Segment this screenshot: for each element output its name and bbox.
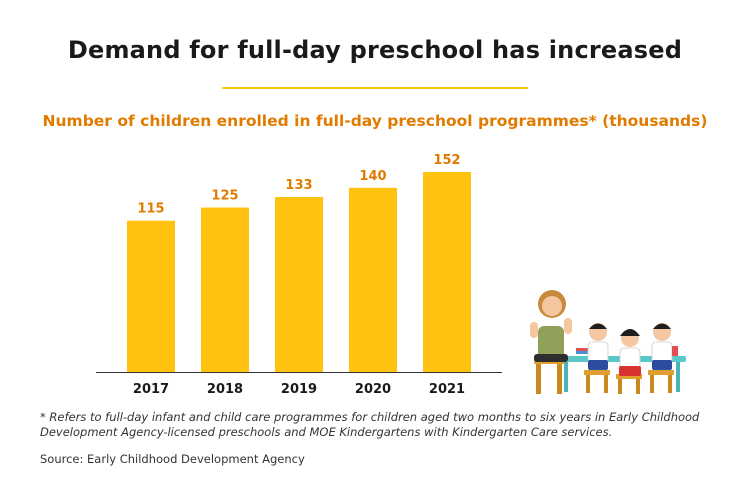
data-label-2021: 152 — [433, 153, 460, 168]
bar-2018 — [201, 207, 249, 372]
x-tick-label-2021: 2021 — [429, 382, 465, 397]
bar-2017 — [127, 220, 175, 372]
bar-2021 — [423, 172, 471, 372]
x-tick-label-2019: 2019 — [281, 382, 317, 397]
data-label-2017: 115 — [137, 202, 164, 217]
page-title: Demand for full-day preschool has increa… — [67, 36, 683, 64]
data-label-2020: 140 — [359, 169, 386, 184]
bar-2019 — [275, 197, 323, 372]
x-tick-label-2018: 2018 — [207, 382, 243, 397]
title-divider — [222, 87, 528, 89]
bar-chart: 115 2017 125 2018 133 2019 140 2020 152 2021 — [96, 153, 502, 397]
data-label-2018: 125 — [211, 189, 238, 204]
source-note: Source: Early Childhood Development Agen… — [40, 452, 305, 466]
teacher-children-illustration — [530, 290, 686, 394]
footnote: * Refers to full-day infant and child ca… — [40, 410, 700, 439]
chart-title: Number of children enrolled in full-day … — [42, 112, 708, 130]
data-label-2019: 133 — [285, 178, 312, 193]
x-tick-label-2020: 2020 — [355, 382, 391, 397]
x-tick-label-2017: 2017 — [133, 382, 169, 397]
bar-2020 — [349, 187, 397, 372]
